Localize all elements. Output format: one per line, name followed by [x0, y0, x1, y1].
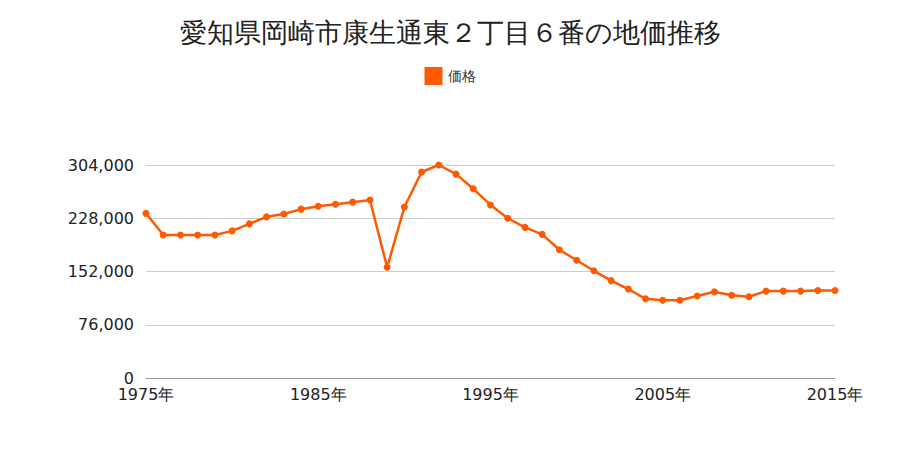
svg-text:2005年: 2005年	[634, 385, 691, 404]
svg-text:1995年: 1995年	[462, 385, 519, 404]
svg-text:1985年: 1985年	[290, 385, 347, 404]
svg-text:76,000: 76,000	[78, 315, 134, 334]
svg-text:1975年: 1975年	[118, 385, 175, 404]
svg-text:2015年: 2015年	[807, 385, 864, 404]
svg-text:価格: 価格	[448, 68, 476, 84]
svg-text:0: 0	[123, 368, 134, 388]
svg-text:152,000: 152,000	[68, 262, 134, 281]
svg-text:228,000: 228,000	[68, 209, 134, 228]
svg-text:愛知県岡崎市康生通東２丁目６番の地価推移: 愛知県岡崎市康生通東２丁目６番の地価推移	[180, 17, 721, 48]
svg-text:304,000: 304,000	[68, 156, 134, 175]
